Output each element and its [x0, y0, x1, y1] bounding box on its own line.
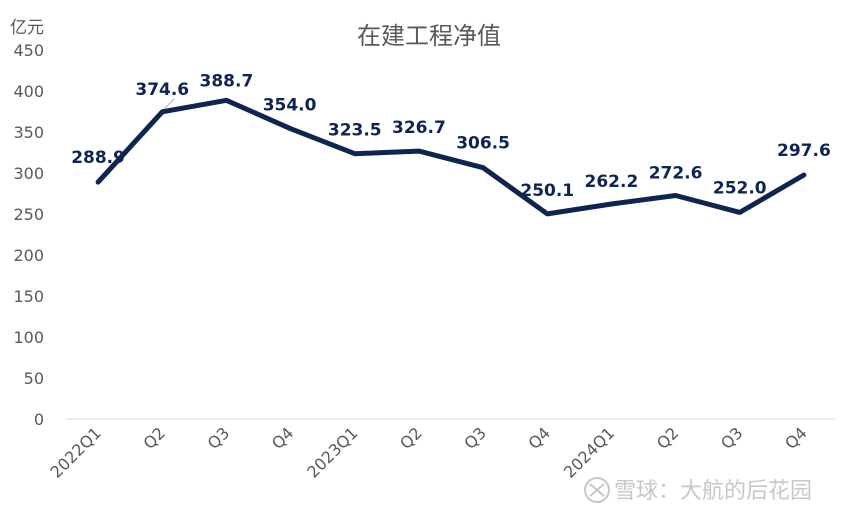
watermark: 雪球：大航的后花园: [584, 477, 812, 504]
x-tick-label: Q2: [396, 423, 426, 453]
x-tick-label: 2022Q1: [47, 423, 105, 481]
data-label: 374.6: [135, 80, 189, 100]
data-label: 288.9: [71, 148, 125, 168]
watermark-text: 雪球：大航的后花园: [614, 479, 812, 504]
y-tick-label: 50: [24, 369, 44, 388]
x-tick-label: Q3: [460, 423, 490, 453]
y-axis-unit: 亿元: [10, 18, 44, 38]
data-label: 250.1: [520, 181, 574, 201]
series-line: [95, 97, 807, 217]
y-tick-label: 350: [13, 123, 44, 142]
data-label: 252.0: [713, 178, 767, 198]
data-label: 388.7: [200, 71, 254, 91]
x-tick-label: 2023Q1: [303, 423, 361, 481]
data-label: 326.7: [392, 118, 446, 138]
y-axis-ticks: 0 50 100 150 200 250 300 350 400 450: [13, 41, 44, 429]
data-label: 272.6: [649, 163, 703, 183]
y-tick-label: 400: [13, 82, 44, 101]
y-tick-label: 150: [13, 287, 44, 306]
y-tick-label: 200: [13, 246, 44, 265]
xueqiu-logo-icon: [584, 477, 610, 503]
x-tick-label: 2024Q1: [560, 423, 618, 481]
data-label: 354.0: [263, 96, 317, 116]
data-label: 306.5: [456, 134, 510, 154]
x-tick-label: Q4: [268, 423, 298, 453]
chart-title: 在建工程净值: [357, 22, 501, 50]
x-tick-label: Q2: [653, 423, 683, 453]
x-tick-label: Q2: [140, 423, 170, 453]
x-tick-label: Q4: [525, 423, 555, 453]
data-labels: 288.9 374.6 388.7 354.0 323.5 326.7 306.5 250.1…: [71, 71, 831, 201]
x-tick-label: Q3: [204, 423, 234, 453]
data-label: 262.2: [585, 172, 639, 192]
label-leader-line: [163, 98, 175, 110]
y-tick-label: 0: [34, 410, 44, 429]
x-tick-label: Q4: [781, 423, 811, 453]
x-axis-ticks: 2022Q1 Q2 Q3 Q4 2023Q1 Q2 Q3 Q4 2024Q1 Q2 Q3 Q4: [47, 423, 811, 481]
y-tick-label: 250: [13, 205, 44, 224]
x-tick-label: Q3: [717, 423, 747, 453]
y-tick-label: 100: [13, 328, 44, 347]
data-label: 323.5: [328, 121, 382, 141]
data-label: 297.6: [777, 141, 831, 161]
y-tick-label: 300: [13, 164, 44, 183]
y-tick-label: 450: [13, 41, 44, 60]
